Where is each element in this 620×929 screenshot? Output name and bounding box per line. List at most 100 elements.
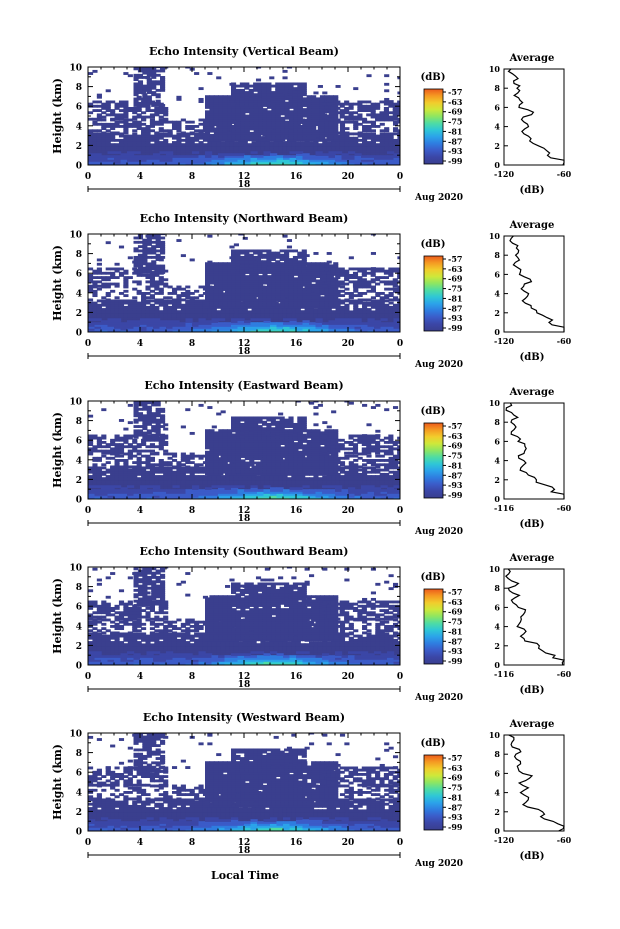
heatmap-cell — [142, 67, 148, 71]
heatmap-cell — [220, 314, 226, 318]
heatmap-cell — [88, 308, 94, 311]
heatmap-cell — [384, 143, 390, 147]
heatmap-cell — [335, 284, 341, 288]
heatmap-cell — [118, 141, 125, 144]
heatmap-cell — [266, 114, 272, 118]
heatmap-cell — [374, 155, 382, 158]
heatmap-cell — [387, 163, 395, 165]
heatmap-cell — [176, 145, 182, 149]
heatmap-cell — [231, 112, 237, 116]
heatmap-cell — [166, 151, 174, 154]
heatmap-cell — [248, 255, 254, 259]
heatmap-cell — [189, 138, 195, 142]
heatmap-cell — [275, 268, 281, 272]
heatmap-cell — [198, 147, 204, 151]
heatmap-cell — [101, 163, 109, 165]
heatmap-cell — [258, 285, 264, 289]
heatmap-cell — [88, 298, 94, 302]
heatmap-cell — [354, 159, 362, 162]
heatmap-cell — [205, 118, 211, 122]
heatmap-cell — [176, 136, 182, 140]
heatmap-cell — [231, 281, 237, 285]
heatmap-cell — [224, 161, 232, 164]
heatmap-cell — [149, 294, 155, 298]
heatmap-cell — [110, 267, 116, 271]
heatmap-cell — [88, 136, 94, 140]
heatmap-cell — [132, 134, 138, 138]
heatmap-cell — [101, 310, 107, 314]
heatmap-cell — [328, 123, 334, 127]
heatmap-cell — [127, 308, 133, 311]
heatmap-cell — [261, 268, 268, 272]
heatmap-cell — [231, 110, 237, 114]
x-tick-label: 8 — [189, 172, 195, 182]
heatmap-cell — [231, 86, 237, 90]
heatmap-cell — [302, 157, 310, 160]
heatmap-cell — [255, 85, 262, 88]
heatmap-cell — [101, 155, 109, 158]
heatmap-cell — [224, 153, 232, 156]
heatmap-cell — [207, 141, 213, 144]
heatmap-cell — [218, 116, 224, 120]
heatmap-cell — [114, 267, 120, 271]
heatmap-cell — [273, 314, 279, 318]
heatmap-cell — [244, 159, 252, 162]
heatmap-cell — [301, 101, 307, 105]
heatmap-cell — [213, 283, 219, 287]
heatmap-cell — [145, 276, 151, 279]
heatmap-cell — [266, 93, 272, 97]
heatmap-cell — [250, 155, 258, 158]
heatmap-cell — [284, 290, 290, 294]
heatmap-cell — [227, 296, 233, 300]
heatmap-cell — [142, 101, 148, 105]
heatmap-cell — [366, 147, 372, 151]
heatmap-cell — [145, 152, 151, 155]
heatmap-cell — [198, 134, 204, 138]
heatmap-cell — [114, 155, 122, 158]
heatmap-cell — [278, 312, 284, 316]
heatmap-cell — [317, 147, 323, 151]
heatmap-cell — [240, 106, 246, 109]
heatmap-cell — [229, 141, 235, 144]
heatmap-cell — [145, 147, 151, 151]
heatmap-cell — [133, 157, 141, 160]
heatmap-cell — [154, 136, 160, 140]
heatmap-cell — [326, 145, 332, 149]
heatmap-cell — [247, 145, 253, 149]
heatmap-cell — [397, 298, 400, 302]
heatmap-cell — [171, 152, 178, 155]
heatmap-cell — [306, 290, 312, 294]
heatmap-cell — [292, 99, 298, 103]
heatmap-cell — [96, 145, 102, 149]
heatmap-cell — [220, 312, 226, 316]
heatmap-cell — [213, 275, 219, 279]
heatmap-cell — [284, 86, 290, 90]
heatmap-cell — [266, 258, 272, 261]
heatmap-cell — [253, 258, 259, 261]
heatmap-cell — [339, 113, 345, 117]
heatmap-cell — [207, 312, 213, 316]
heatmap-cell — [315, 108, 321, 112]
heatmap-cell — [295, 312, 301, 316]
heatmap-cell — [301, 104, 307, 107]
heatmap-cell — [123, 111, 129, 115]
heatmap-cell — [136, 312, 142, 316]
heatmap-cell — [279, 97, 285, 101]
heatmap-cell — [145, 292, 151, 295]
heatmap-cell — [302, 294, 308, 298]
heatmap-cell — [123, 269, 129, 273]
heatmap-cell — [311, 134, 317, 137]
heatmap-cell — [88, 153, 96, 156]
heatmap-cell — [244, 285, 250, 289]
heatmap-cell — [101, 102, 107, 106]
heatmap-cell — [145, 129, 151, 133]
heatmap-cell — [209, 97, 215, 101]
heatmap-cell — [171, 134, 178, 138]
heatmap-cell — [133, 101, 139, 105]
heatmap-cell — [273, 147, 279, 151]
heatmap-cell — [271, 108, 277, 112]
heatmap-cell — [262, 116, 268, 120]
heatmap-cell — [286, 149, 293, 153]
heatmap-cell — [222, 301, 228, 304]
heatmap-cell — [328, 298, 334, 302]
